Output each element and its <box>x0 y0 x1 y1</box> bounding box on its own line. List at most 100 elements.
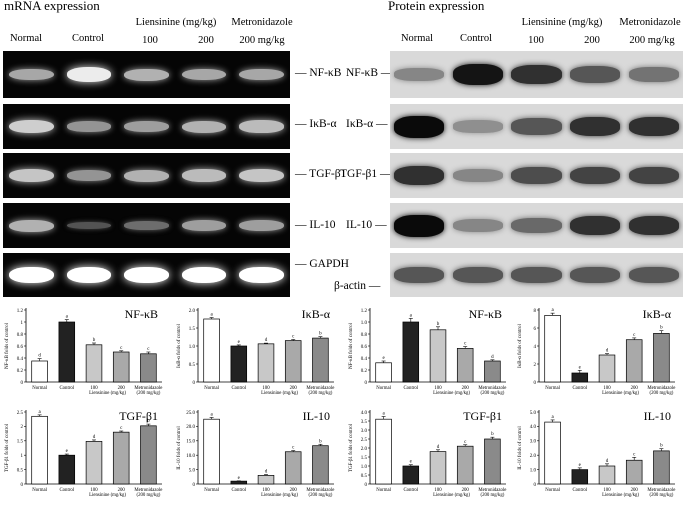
y-tick-label: 0.2 <box>17 369 24 374</box>
protein-marker-tgfb1-label: TGF-β1 <box>340 168 378 180</box>
mrna-lane-control: Control <box>71 33 105 44</box>
y-axis-label: IκB-α folds of control <box>177 323 182 367</box>
y-axis-label: TGF-β1 folds of control <box>5 423 10 472</box>
significance-letter: c <box>120 346 123 351</box>
x-tick-label: Normal <box>204 386 219 391</box>
mrna-band-metronidazole <box>238 68 284 81</box>
y-tick-label: 8 <box>534 309 537 314</box>
significance-letter: b <box>93 338 96 343</box>
y-tick-label: 0.2 <box>361 369 368 374</box>
x-tick-label: Control <box>231 488 246 493</box>
x-group-label: Liensinine (mg/kg) <box>89 493 126 498</box>
chart-mrna-ikba: IκB-α folds of control 0 0.5 1.0 1.5 2.0 IκB-α… <box>177 307 334 396</box>
mrna-band-liensinine-200 <box>181 169 227 182</box>
x-tick-label: (200 mg/kg) <box>308 493 332 498</box>
significance-letter: d <box>93 435 96 440</box>
x-tick-label: (200 mg/kg) <box>136 493 160 498</box>
x-tick-label: Control <box>572 488 587 493</box>
x-tick-label: 200 <box>290 488 298 493</box>
protein-band-liensinine-200 <box>569 116 621 137</box>
protein-band-liensinine-100 <box>511 266 562 284</box>
mrna-header: mRNA expression <box>4 0 100 13</box>
y-tick-label: 3.0 <box>361 429 368 434</box>
chart-title: IL-10 <box>303 409 330 423</box>
y-tick-label: 0.5 <box>189 363 196 368</box>
bar-control <box>402 465 420 485</box>
x-tick-label: 100 <box>434 386 442 391</box>
bar-normal <box>375 418 392 485</box>
y-tick-label: 2 <box>21 425 24 430</box>
significance-letter: a <box>38 410 41 415</box>
mrna-band-liensinine-100 <box>124 121 169 132</box>
mrna-band-control <box>66 267 112 283</box>
y-tick-label: 0.6 <box>361 345 368 350</box>
x-tick-label: Control <box>403 386 418 391</box>
x-tick-label: Normal <box>545 386 560 391</box>
y-axis-label: NF-κB folds of control <box>5 322 10 369</box>
x-tick-label: 100 <box>262 386 270 391</box>
mrna-band-metronidazole <box>238 267 284 283</box>
protein-lane-control: Control <box>459 33 493 44</box>
bar-normal <box>203 418 220 485</box>
protein-marker-ikba: IκB-α — <box>346 118 388 130</box>
y-tick-label: 0 <box>193 483 196 488</box>
y-tick-label: 2 <box>534 363 537 368</box>
significance-letter: b <box>660 326 663 331</box>
x-tick-label: 200 <box>631 488 639 493</box>
protein-marker-ikba-label: IκB-α <box>346 118 374 130</box>
y-tick-label: 1.2 <box>17 309 24 314</box>
significance-letter: a <box>210 313 213 318</box>
y-tick-label: 0.5 <box>361 474 368 479</box>
y-tick-label: 10.0 <box>186 454 195 459</box>
mrna-marker-gapdh: — GAPDH <box>295 258 349 270</box>
mrna-marker-il10-label: IL-10 <box>309 219 336 231</box>
protein-band-liensinine-200 <box>569 215 621 236</box>
y-tick-label: 1 <box>21 321 24 326</box>
bar-liensinine-200 <box>456 445 474 485</box>
x-tick-label: (200 mg/kg) <box>480 493 504 498</box>
y-tick-label: 3.5 <box>361 420 368 425</box>
significance-letter: b <box>319 332 322 337</box>
mrna-gel-il10 <box>3 203 290 248</box>
x-group-label: Liensinine (mg/kg) <box>602 493 639 498</box>
protein-band-liensinine-200 <box>569 66 621 83</box>
mrna-band-metronidazole <box>238 120 284 133</box>
protein-marker-il10-label: IL-10 <box>346 219 373 231</box>
mrna-marker-nfkb-label: NF-κB <box>309 67 342 79</box>
x-tick-label: Control <box>403 488 418 493</box>
y-tick-label: 0 <box>21 381 24 386</box>
mrna-lane-100: 100 <box>142 35 158 46</box>
bar-control <box>58 321 76 383</box>
bar-control <box>58 454 76 485</box>
protein-band-normal <box>394 165 445 186</box>
significance-letter: d <box>265 338 268 343</box>
mrna-band-liensinine-200 <box>181 267 227 283</box>
mrna-band-normal <box>9 219 55 232</box>
bar-normal <box>544 421 561 485</box>
significance-letter: a <box>551 415 554 420</box>
protein-marker-nfkb-label: NF-κB <box>346 67 378 79</box>
mrna-band-liensinine-100 <box>124 221 169 230</box>
x-tick-label: 100 <box>90 386 98 391</box>
bar-liensinine-200 <box>456 348 474 383</box>
x-tick-label: Normal <box>376 386 391 391</box>
x-tick-label: Normal <box>32 386 47 391</box>
significance-letter: c <box>464 440 467 445</box>
protein-band-normal <box>394 214 445 237</box>
mrna-marker-tgfb1: — TGF-β1 <box>295 168 347 180</box>
protein-lane-metronidazole: Metronidazole <box>619 17 681 28</box>
bar-liensinine-200 <box>625 339 643 383</box>
x-tick-label: Normal <box>376 488 391 493</box>
x-tick-label: 200 <box>118 488 126 493</box>
chart-title: NF-κB <box>469 307 502 321</box>
x-tick-label: Metronidazole <box>647 488 675 493</box>
x-tick-label: Metronidazole <box>478 488 506 493</box>
mrna-band-metronidazole <box>238 220 284 231</box>
chart-mrna-nfkb: NF-κB folds of control 0 0.2 0.4 0.6 0.8 1 1.2 N… <box>5 307 162 396</box>
protein-marker-il10: IL-10 — <box>346 219 387 231</box>
chart-protein-nfkb: NF-κB folds of control 0 0.2 0.4 0.6 0.8 1.0 1.… <box>349 307 506 396</box>
protein-blot-nfkb <box>390 51 683 98</box>
x-tick-label: Metronidazole <box>306 386 334 391</box>
x-tick-label: 100 <box>434 488 442 493</box>
bar-normal <box>544 315 561 383</box>
